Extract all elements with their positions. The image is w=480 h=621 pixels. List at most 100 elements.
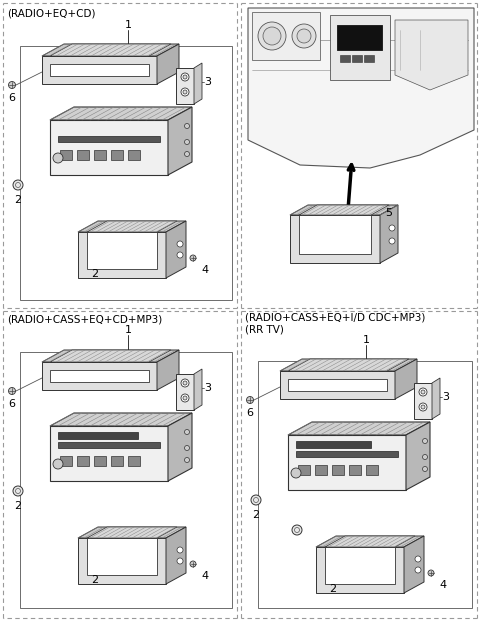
Text: 2: 2 bbox=[91, 269, 98, 279]
Circle shape bbox=[53, 459, 63, 469]
Polygon shape bbox=[42, 362, 157, 390]
Circle shape bbox=[184, 152, 190, 156]
Polygon shape bbox=[280, 371, 395, 399]
Polygon shape bbox=[316, 547, 404, 593]
Polygon shape bbox=[258, 361, 472, 608]
Polygon shape bbox=[94, 456, 106, 466]
Circle shape bbox=[183, 396, 187, 400]
Polygon shape bbox=[157, 44, 179, 84]
Polygon shape bbox=[42, 56, 157, 84]
Text: 3: 3 bbox=[204, 77, 212, 87]
Text: 2: 2 bbox=[14, 501, 22, 511]
Polygon shape bbox=[252, 12, 320, 60]
Polygon shape bbox=[20, 352, 232, 608]
Polygon shape bbox=[168, 107, 192, 175]
Polygon shape bbox=[290, 215, 380, 263]
Circle shape bbox=[389, 238, 395, 244]
Circle shape bbox=[181, 394, 189, 402]
Polygon shape bbox=[288, 379, 387, 391]
Text: 2: 2 bbox=[329, 584, 336, 594]
Circle shape bbox=[177, 241, 183, 247]
Circle shape bbox=[9, 388, 15, 394]
Circle shape bbox=[184, 458, 190, 463]
Circle shape bbox=[184, 140, 190, 145]
Circle shape bbox=[13, 486, 23, 496]
Polygon shape bbox=[50, 44, 171, 56]
Polygon shape bbox=[290, 205, 398, 215]
Circle shape bbox=[421, 405, 425, 409]
Text: 4: 4 bbox=[202, 571, 209, 581]
Text: 6: 6 bbox=[9, 93, 15, 103]
Polygon shape bbox=[87, 232, 157, 269]
Circle shape bbox=[190, 561, 196, 567]
Circle shape bbox=[181, 73, 189, 81]
Circle shape bbox=[422, 455, 428, 460]
Text: (RADIO+EQ+CD): (RADIO+EQ+CD) bbox=[7, 8, 96, 18]
Polygon shape bbox=[337, 25, 382, 50]
Polygon shape bbox=[78, 232, 166, 278]
Polygon shape bbox=[325, 547, 395, 584]
Polygon shape bbox=[288, 359, 409, 371]
Circle shape bbox=[184, 124, 190, 129]
Polygon shape bbox=[288, 422, 430, 435]
Polygon shape bbox=[87, 221, 177, 232]
Text: 2: 2 bbox=[91, 575, 98, 585]
Circle shape bbox=[251, 495, 261, 505]
Polygon shape bbox=[168, 413, 192, 481]
Polygon shape bbox=[404, 536, 424, 593]
Circle shape bbox=[184, 445, 190, 450]
Polygon shape bbox=[50, 413, 192, 426]
Polygon shape bbox=[176, 68, 194, 104]
Circle shape bbox=[247, 396, 253, 404]
Circle shape bbox=[297, 29, 311, 43]
Polygon shape bbox=[128, 456, 140, 466]
Polygon shape bbox=[78, 538, 166, 584]
Circle shape bbox=[389, 225, 395, 231]
Circle shape bbox=[184, 430, 190, 435]
Polygon shape bbox=[432, 378, 440, 419]
Polygon shape bbox=[60, 456, 72, 466]
Text: 1: 1 bbox=[124, 325, 132, 335]
Text: 4: 4 bbox=[439, 580, 446, 590]
Circle shape bbox=[422, 466, 428, 471]
Polygon shape bbox=[111, 150, 123, 160]
Text: 2: 2 bbox=[252, 510, 260, 520]
Polygon shape bbox=[50, 426, 168, 481]
Circle shape bbox=[181, 379, 189, 387]
Polygon shape bbox=[406, 422, 430, 490]
Text: 1: 1 bbox=[362, 335, 370, 345]
Circle shape bbox=[177, 558, 183, 564]
Polygon shape bbox=[50, 107, 192, 120]
Polygon shape bbox=[288, 435, 406, 490]
Polygon shape bbox=[316, 536, 424, 547]
Text: (RR TV): (RR TV) bbox=[245, 324, 284, 334]
Circle shape bbox=[419, 388, 427, 396]
Polygon shape bbox=[111, 456, 123, 466]
Polygon shape bbox=[280, 359, 417, 371]
Polygon shape bbox=[50, 370, 149, 382]
Polygon shape bbox=[299, 205, 389, 215]
Circle shape bbox=[422, 438, 428, 443]
Polygon shape bbox=[325, 536, 415, 547]
Circle shape bbox=[177, 547, 183, 553]
Polygon shape bbox=[42, 350, 179, 362]
Polygon shape bbox=[50, 350, 171, 362]
Circle shape bbox=[177, 252, 183, 258]
Polygon shape bbox=[395, 359, 417, 399]
Circle shape bbox=[190, 255, 196, 261]
Polygon shape bbox=[194, 63, 202, 104]
Polygon shape bbox=[194, 369, 202, 410]
Polygon shape bbox=[128, 150, 140, 160]
Circle shape bbox=[421, 390, 425, 394]
Text: 3: 3 bbox=[204, 383, 212, 393]
Polygon shape bbox=[332, 465, 344, 475]
Polygon shape bbox=[299, 215, 371, 254]
Circle shape bbox=[181, 88, 189, 96]
Polygon shape bbox=[20, 46, 232, 300]
Polygon shape bbox=[248, 8, 474, 168]
Text: 1: 1 bbox=[124, 20, 132, 30]
Polygon shape bbox=[352, 55, 362, 62]
Circle shape bbox=[415, 556, 421, 562]
Polygon shape bbox=[50, 120, 168, 175]
Circle shape bbox=[53, 153, 63, 163]
